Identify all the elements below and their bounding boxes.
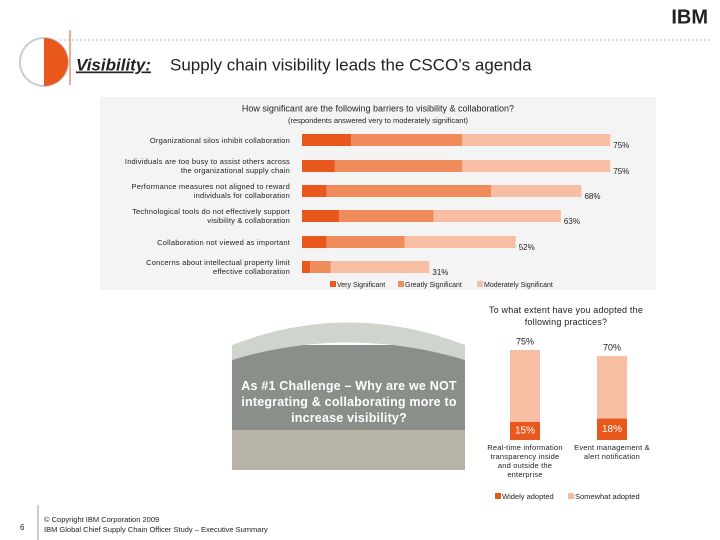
bar-segment (302, 160, 335, 172)
bar-segment (302, 210, 339, 222)
x-tick-label: Event management & alert notification (574, 443, 650, 461)
title-lead: Visibility: (76, 55, 151, 74)
value-label: 18% (602, 424, 622, 435)
bar-segment (510, 422, 540, 440)
total-label: 75% (516, 336, 534, 346)
photo-detail (232, 322, 465, 360)
bar-segment (462, 134, 611, 146)
bar-segment (462, 160, 611, 172)
y-tick-label: Technological tools do not effectively s… (132, 207, 290, 225)
y-tick-label: Performance measures not aligned to rewa… (131, 182, 290, 200)
chart-title: To what extent have you adopted the foll… (488, 305, 644, 327)
legend-swatch (398, 281, 404, 287)
bar-segment (338, 210, 434, 222)
bar-segment (404, 236, 516, 248)
legend-swatch (495, 493, 501, 499)
total-label: 75% (613, 141, 629, 150)
legend-label: Widely adopted (502, 492, 554, 501)
legend-label: Greatly Significant (405, 282, 462, 289)
total-label: 70% (603, 342, 621, 352)
y-tick-label: Organizational silos inhibit collaborati… (149, 135, 290, 145)
bar-segment (597, 356, 627, 419)
bar-segment (433, 210, 561, 222)
page-number: 6 (20, 523, 25, 532)
y-tick-label: Collaboration not viewed as important (157, 237, 290, 247)
bar-segment (326, 185, 492, 197)
bar-segment (326, 236, 405, 248)
total-label: 31% (432, 268, 448, 277)
legend-label: Somewhat adopted (575, 492, 640, 501)
chart-title: How significant are the following barrie… (242, 103, 514, 113)
x-tick-label: Real-time information transparency insid… (487, 443, 563, 479)
value-label: 15% (515, 426, 535, 437)
icon-half (44, 38, 68, 86)
legend-swatch (330, 281, 336, 287)
footer-text: IBM Global Chief Supply Chain Officer St… (44, 525, 268, 534)
bar-segment (302, 185, 327, 197)
total-label: 52% (519, 243, 535, 252)
bar-segment (597, 418, 627, 440)
total-label: 63% (564, 217, 580, 226)
bar-segment (491, 185, 582, 197)
legend-label: Moderately Significant (484, 282, 553, 289)
bar-segment (302, 261, 311, 273)
chart-subtitle: (respondents answered very to moderately… (288, 116, 469, 125)
legend-label: Very Significant (337, 282, 385, 289)
bar-segment (334, 160, 463, 172)
title: Supply chain visibility leads the CSCO’s… (170, 55, 532, 74)
bar-segment (302, 134, 352, 146)
legend-swatch (477, 281, 483, 287)
total-label: 75% (613, 167, 629, 176)
copyright: © Copyright IBM Corporation 2009 (44, 515, 159, 524)
photo-detail (232, 430, 465, 470)
callout: As #1 Challenge – Why are we NOT integra… (241, 379, 457, 425)
bar-segment (510, 350, 540, 422)
y-tick-label: Individuals are too busy to assist other… (124, 157, 290, 175)
logo: IBM (671, 6, 708, 28)
legend-swatch (568, 493, 574, 499)
total-label: 68% (584, 192, 600, 201)
y-tick-label: Concerns about intellectual property lim… (146, 258, 290, 276)
bar-segment (351, 134, 463, 146)
bar-segment (310, 261, 331, 273)
bar-segment (302, 236, 327, 248)
bar-segment (330, 261, 430, 273)
